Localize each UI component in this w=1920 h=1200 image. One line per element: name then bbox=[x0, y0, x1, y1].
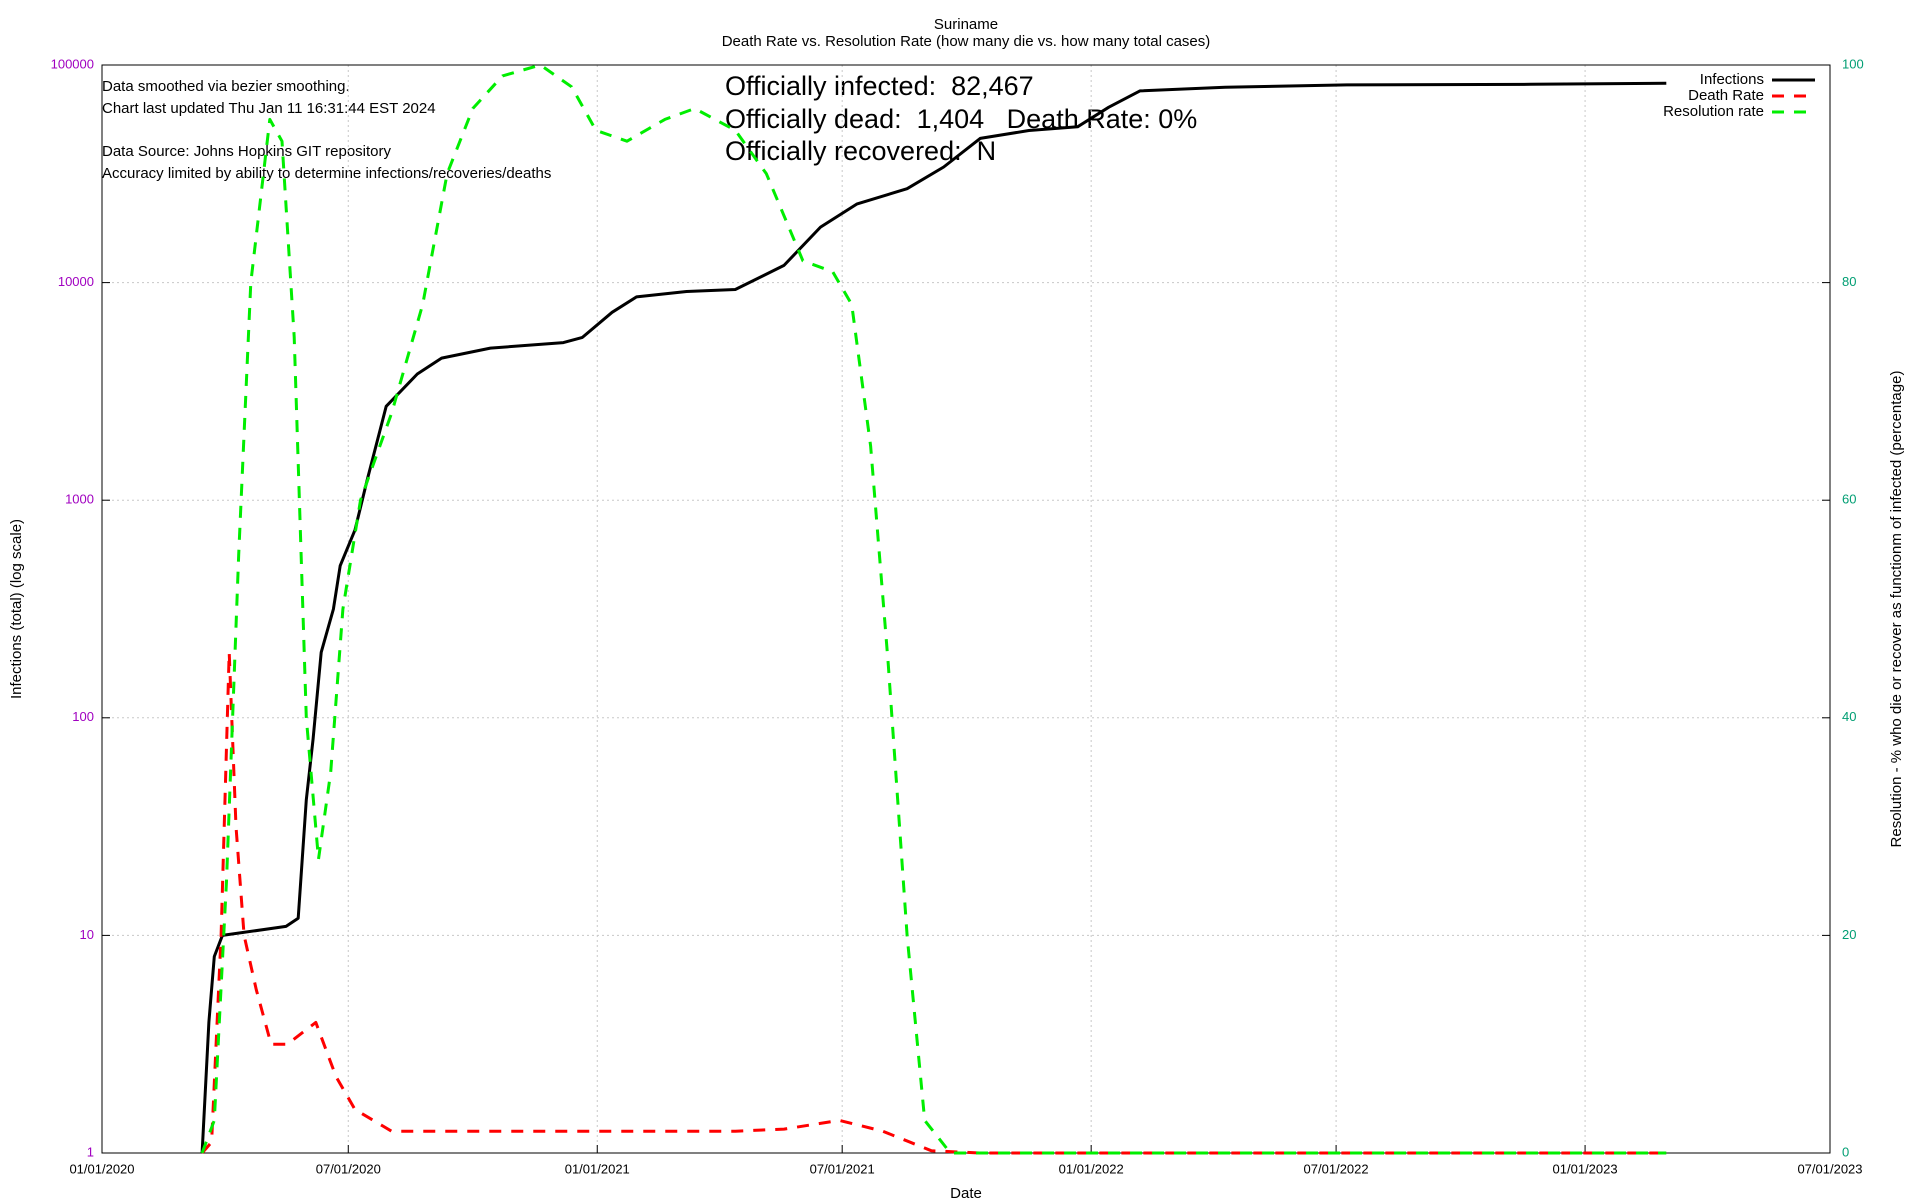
y2-tick-label: 80 bbox=[1842, 274, 1856, 289]
annotation: Data smoothed via bezier smoothing. bbox=[102, 78, 350, 95]
x-axis-label: Date bbox=[950, 1185, 982, 1200]
y2-axis-label: Resolution - % who die or recover as fun… bbox=[1888, 371, 1905, 848]
y2-tick-label: 40 bbox=[1842, 709, 1856, 724]
x-tick-label: 07/01/2020 bbox=[316, 1161, 381, 1176]
series-line bbox=[200, 63, 1667, 1155]
chart-title: Suriname bbox=[934, 16, 998, 33]
y2-tick-label: 20 bbox=[1842, 927, 1856, 942]
annotation: Chart last updated Thu Jan 11 16:31:44 E… bbox=[102, 100, 436, 117]
y-axis-label: Infections (total) (log scale) bbox=[8, 519, 25, 699]
y-tick-label: 100000 bbox=[51, 56, 94, 71]
x-tick-label: 07/01/2023 bbox=[1797, 1161, 1862, 1176]
y-tick-label: 10000 bbox=[58, 274, 94, 289]
stat-line: Officially dead: 1,404 Death Rate: 0% bbox=[725, 104, 1197, 134]
x-tick-label: 01/01/2023 bbox=[1553, 1161, 1618, 1176]
y-tick-label: 1000 bbox=[65, 492, 94, 507]
y-tick-label: 100 bbox=[72, 709, 94, 724]
x-tick-label: 07/01/2022 bbox=[1304, 1161, 1369, 1176]
stat-line: Officially infected: 82,467 bbox=[725, 71, 1034, 101]
chart-subtitle: Death Rate vs. Resolution Rate (how many… bbox=[722, 33, 1211, 50]
x-tick-label: 01/01/2020 bbox=[69, 1161, 134, 1176]
series-line bbox=[200, 81, 1667, 1154]
y-tick-label: 1 bbox=[87, 1144, 94, 1159]
y2-tick-label: 0 bbox=[1842, 1144, 1849, 1159]
y2-tick-label: 100 bbox=[1842, 56, 1864, 71]
stat-line: Officially recovered: N bbox=[725, 136, 996, 166]
x-tick-label: 01/01/2022 bbox=[1059, 1161, 1124, 1176]
y2-tick-label: 60 bbox=[1842, 492, 1856, 507]
legend-label: Resolution rate bbox=[1663, 103, 1764, 120]
legend-label: Infections bbox=[1700, 71, 1764, 88]
x-tick-label: 07/01/2021 bbox=[810, 1161, 875, 1176]
x-tick-label: 01/01/2021 bbox=[565, 1161, 630, 1176]
legend-label: Death Rate bbox=[1688, 87, 1764, 104]
y-tick-label: 10 bbox=[80, 927, 94, 942]
annotation: Data Source: Johns Hopkins GIT repositor… bbox=[102, 143, 392, 160]
annotation: Accuracy limited by ability to determine… bbox=[102, 165, 551, 182]
series-line bbox=[200, 651, 1667, 1155]
